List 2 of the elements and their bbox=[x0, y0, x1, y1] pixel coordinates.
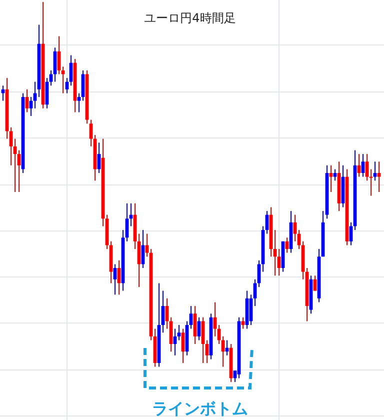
text: ユーロ円4時間足 bbox=[144, 11, 236, 25]
text: ラインボトム bbox=[152, 399, 248, 418]
